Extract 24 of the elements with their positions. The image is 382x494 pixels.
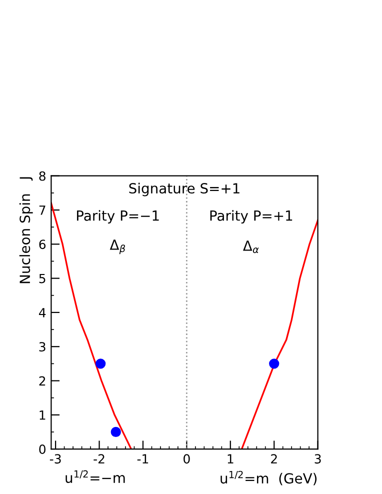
y-tick-label: 3	[39, 342, 46, 352]
y-axis-title: Nucleon Spin J	[19, 177, 33, 284]
x-tick-label: 1	[228, 454, 234, 464]
y-tick-label: 2	[39, 376, 46, 386]
y-tick-label: 1	[40, 410, 46, 420]
x-tick-label: 0	[184, 454, 190, 464]
x-axis-title: u$^{1/2}$=m (GeV)	[220, 470, 317, 486]
x-tick-label: -1	[137, 454, 148, 464]
annotation: Δ$_{β}$	[110, 240, 125, 254]
y-tick-label: 5	[39, 274, 46, 284]
y-tick-label: 8	[39, 171, 46, 181]
x-tick-label: -2	[94, 454, 104, 464]
annotation: Δ$_{α}$	[243, 240, 259, 254]
x-tick-label: 3	[314, 454, 321, 464]
x-tick-label: 2	[271, 454, 277, 464]
y-tick-label: 6	[39, 240, 46, 250]
text: u$^{1/2}$=−m	[66, 470, 125, 484]
x-tick-label: -3	[50, 454, 61, 464]
y-tick-label: 4	[38, 308, 46, 318]
y-tick-label: 7	[39, 206, 46, 215]
annotation: Parity P=+1	[210, 210, 292, 224]
chart-title: Signature S=+1	[129, 182, 240, 196]
annotation: Parity P=−1	[77, 210, 159, 224]
y-tick-label: 0	[39, 444, 46, 454]
